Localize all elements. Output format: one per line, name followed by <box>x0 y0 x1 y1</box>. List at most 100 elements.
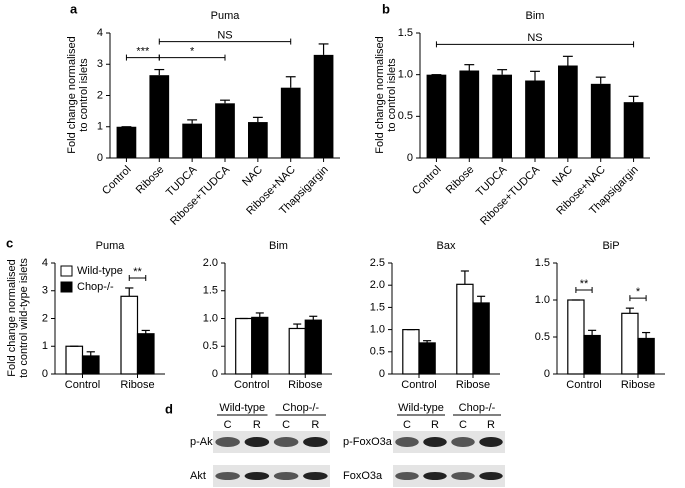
bar <box>120 295 139 375</box>
bar <box>418 342 436 375</box>
y-tick-label: 1 <box>97 121 103 133</box>
bar <box>567 299 585 375</box>
x-tick-label: NAC <box>550 164 575 189</box>
blot-band <box>451 437 475 447</box>
y-tick-label: 0.5 <box>398 110 413 122</box>
blot-band <box>303 472 328 480</box>
blot-row-label: Akt <box>190 470 206 482</box>
y-tick-label: 1.0 <box>535 294 550 306</box>
blot-group: Chop-/- <box>459 402 496 414</box>
chart-title: Puma <box>96 240 126 252</box>
blot-lane: C <box>282 419 290 431</box>
bar <box>583 334 601 375</box>
bar <box>637 337 655 375</box>
blot-band <box>479 437 503 447</box>
blot-band <box>215 437 240 447</box>
y-tick-label: 1.0 <box>398 69 413 81</box>
blot-lane: R <box>253 419 261 431</box>
bar <box>304 319 322 375</box>
x-tick-label: Control <box>234 379 269 391</box>
blot-row-label: p-FoxO3a <box>343 436 393 448</box>
x-tick-label: NAC <box>240 164 265 189</box>
y-tick-label: 1.0 <box>370 324 385 336</box>
chart-title: Puma <box>211 10 241 22</box>
chart-title: Bim <box>526 10 545 22</box>
y-tick-label: 2 <box>97 89 103 101</box>
y-tick-label: 0.5 <box>203 340 218 352</box>
blot-strip <box>393 431 505 453</box>
y-axis-label: Fold change normalised <box>66 36 78 153</box>
y-tick-label: 2.0 <box>370 279 385 291</box>
x-tick-label: Ribose+TUDCA <box>478 163 542 227</box>
blot-band <box>395 472 419 480</box>
bar <box>426 74 447 158</box>
significance-label: *** <box>136 45 150 57</box>
y-tick-label: 2.0 <box>203 257 218 269</box>
legend-label: Chop-/- <box>77 281 114 293</box>
blot-strip <box>213 431 330 453</box>
blot-band <box>244 472 270 480</box>
blot-band <box>303 437 328 447</box>
y-axis-label: Fold change normalised <box>6 259 18 376</box>
y-axis-label: Fold change normalised <box>374 36 386 153</box>
bar <box>492 74 512 158</box>
bar <box>459 70 480 158</box>
blot-strip <box>393 465 505 487</box>
y-tick-label: 1.5 <box>370 301 385 313</box>
panel-label: a <box>70 1 78 16</box>
chart-title: Bim <box>269 240 288 252</box>
blot-band <box>244 437 270 447</box>
y-tick-label: 4 <box>42 257 48 269</box>
bar <box>472 302 490 375</box>
bar <box>623 102 644 158</box>
significance-label: NS <box>217 29 232 41</box>
bar <box>558 65 578 158</box>
x-tick-label: Ribose <box>288 379 322 391</box>
x-tick-label: Ribose <box>120 379 154 391</box>
y-tick-label: 3 <box>42 285 48 297</box>
legend-swatch <box>60 265 73 277</box>
bar <box>525 80 545 158</box>
y-tick-label: 1.5 <box>535 257 550 269</box>
y-tick-label: 0.5 <box>535 331 550 343</box>
y-tick-label: 4 <box>97 27 103 39</box>
x-tick-label: Ribose <box>134 164 167 197</box>
y-tick-label: 1 <box>42 340 48 352</box>
blot-strip <box>213 465 330 487</box>
blot-band <box>423 472 447 480</box>
bar <box>621 312 639 375</box>
bar <box>251 316 269 375</box>
blot-lane: R <box>311 419 319 431</box>
bar <box>81 355 100 375</box>
significance-label: * <box>636 286 641 298</box>
blot-band <box>423 437 447 447</box>
x-tick-label: Ribose+TUDCA <box>168 163 232 227</box>
x-tick-label: Ribose <box>444 164 477 197</box>
bar <box>280 87 301 158</box>
bar <box>149 75 170 158</box>
y-axis-label: to control islets <box>78 58 90 132</box>
y-axis-label: to control islets <box>386 58 398 132</box>
y-tick-label: 2 <box>42 312 48 324</box>
y-tick-label: 1.5 <box>203 285 218 297</box>
blot-lane: C <box>224 419 232 431</box>
legend-swatch <box>60 281 73 293</box>
legend-label: Wild-type <box>77 265 123 277</box>
blot-band <box>273 437 299 447</box>
blot-group: Wild-type <box>219 402 265 414</box>
blot-group: Chop-/- <box>282 402 319 414</box>
bar <box>235 317 253 375</box>
bar <box>590 83 611 158</box>
bar <box>248 122 268 158</box>
blot-lane: R <box>431 419 439 431</box>
bar <box>136 333 155 375</box>
blot-band <box>215 472 240 480</box>
bar <box>65 345 84 375</box>
blot-band <box>451 472 475 480</box>
blot-row-label: FoxO3a <box>343 470 383 482</box>
blot-band <box>395 437 419 447</box>
x-tick-label: Ribose <box>621 379 655 391</box>
y-tick-label: 0 <box>544 368 550 380</box>
y-tick-label: 1.5 <box>398 27 413 39</box>
bar <box>182 123 202 158</box>
